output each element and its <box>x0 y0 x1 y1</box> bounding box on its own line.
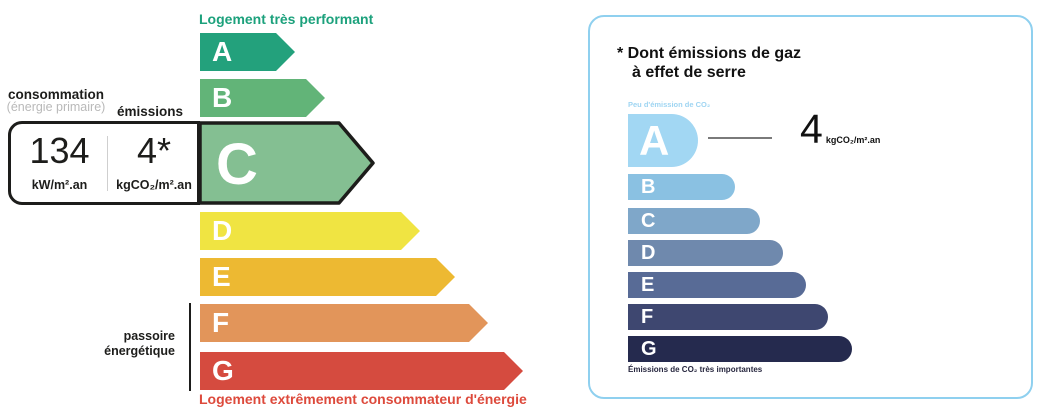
co2-class-letter: E <box>641 274 655 296</box>
emissions-unit: kgCO₂/m².an <box>116 178 192 192</box>
energy-class-arrow-e: E <box>200 258 455 296</box>
value-box-divider <box>107 136 108 191</box>
value-connector-line <box>708 137 772 139</box>
low-emissions-label: Peu d'émission de CO₂ <box>628 100 711 109</box>
co2-class-bar-g: G <box>628 336 852 362</box>
co2-value: 4 <box>800 106 823 152</box>
consumption-cell: 134 kW/m².an <box>11 124 108 202</box>
co2-class-bar-b: B <box>628 174 735 200</box>
co2-value-unit: kgCO₂/m².an <box>825 135 881 145</box>
co2-class-letter: F <box>641 306 654 328</box>
energy-class-arrow-b: B <box>200 79 325 117</box>
bottom-scale-label: Logement extrêmement consommateur d'éner… <box>199 391 527 407</box>
energy-class-arrow-g: G <box>200 352 523 390</box>
co2-class-bar-d: D <box>628 240 783 266</box>
energy-class-arrow-a: A <box>200 33 295 71</box>
co2-class-bar-e: E <box>628 272 806 298</box>
energy-class-arrow-c-selected: C <box>198 121 375 210</box>
energy-class-letter: A <box>212 36 233 67</box>
high-emissions-label: Émissions de CO₂ très importantes <box>628 365 763 374</box>
consumption-label: consommation <box>7 87 104 102</box>
top-scale-label: Logement très performant <box>199 11 374 27</box>
energy-class-letter: C <box>216 131 258 197</box>
emissions-cell: 4* kgCO₂/m².an <box>108 124 200 202</box>
energy-class-letter: E <box>212 261 231 292</box>
co2-class-letter: B <box>641 176 656 198</box>
consumption-value: 134 <box>29 130 90 171</box>
energy-class-letter: D <box>212 215 233 246</box>
co2-class-letter: A <box>639 116 670 164</box>
energy-sieve-label: passoire énergétique <box>104 329 175 358</box>
emissions-value: 4* <box>136 130 172 171</box>
consumption-unit: kW/m².an <box>31 178 88 192</box>
energy-class-arrow-f: F <box>200 304 488 342</box>
emissions-column-label: émissions <box>116 104 184 119</box>
co2-class-letter: C <box>641 210 656 232</box>
energy-sieve-bracket-line <box>189 303 191 391</box>
panel-border <box>588 15 1033 399</box>
co2-class-bar-a-selected: A <box>628 114 698 167</box>
co2-class-bar-c: C <box>628 208 760 234</box>
energy-class-arrow-d: D <box>200 212 420 250</box>
co2-value-annotation: 4 kgCO₂/m².an <box>800 106 881 152</box>
value-box: 134 kW/m².an 4* kgCO₂/m².an <box>8 121 200 205</box>
energy-class-letter: F <box>212 307 230 338</box>
energy-class-letter: G <box>212 355 234 386</box>
co2-class-letter: D <box>641 242 656 264</box>
co2-class-bar-f: F <box>628 304 828 330</box>
co2-class-letter: G <box>641 338 657 360</box>
panel-title: * Dont émissions de gaz à effet de serre <box>617 45 802 81</box>
consumption-sublabel: (énergie primaire) <box>6 100 106 114</box>
energy-class-letter: B <box>212 82 233 113</box>
consumption-column-label: consommation (énergie primaire) <box>4 88 108 114</box>
selected-arrow-outline <box>198 121 375 205</box>
